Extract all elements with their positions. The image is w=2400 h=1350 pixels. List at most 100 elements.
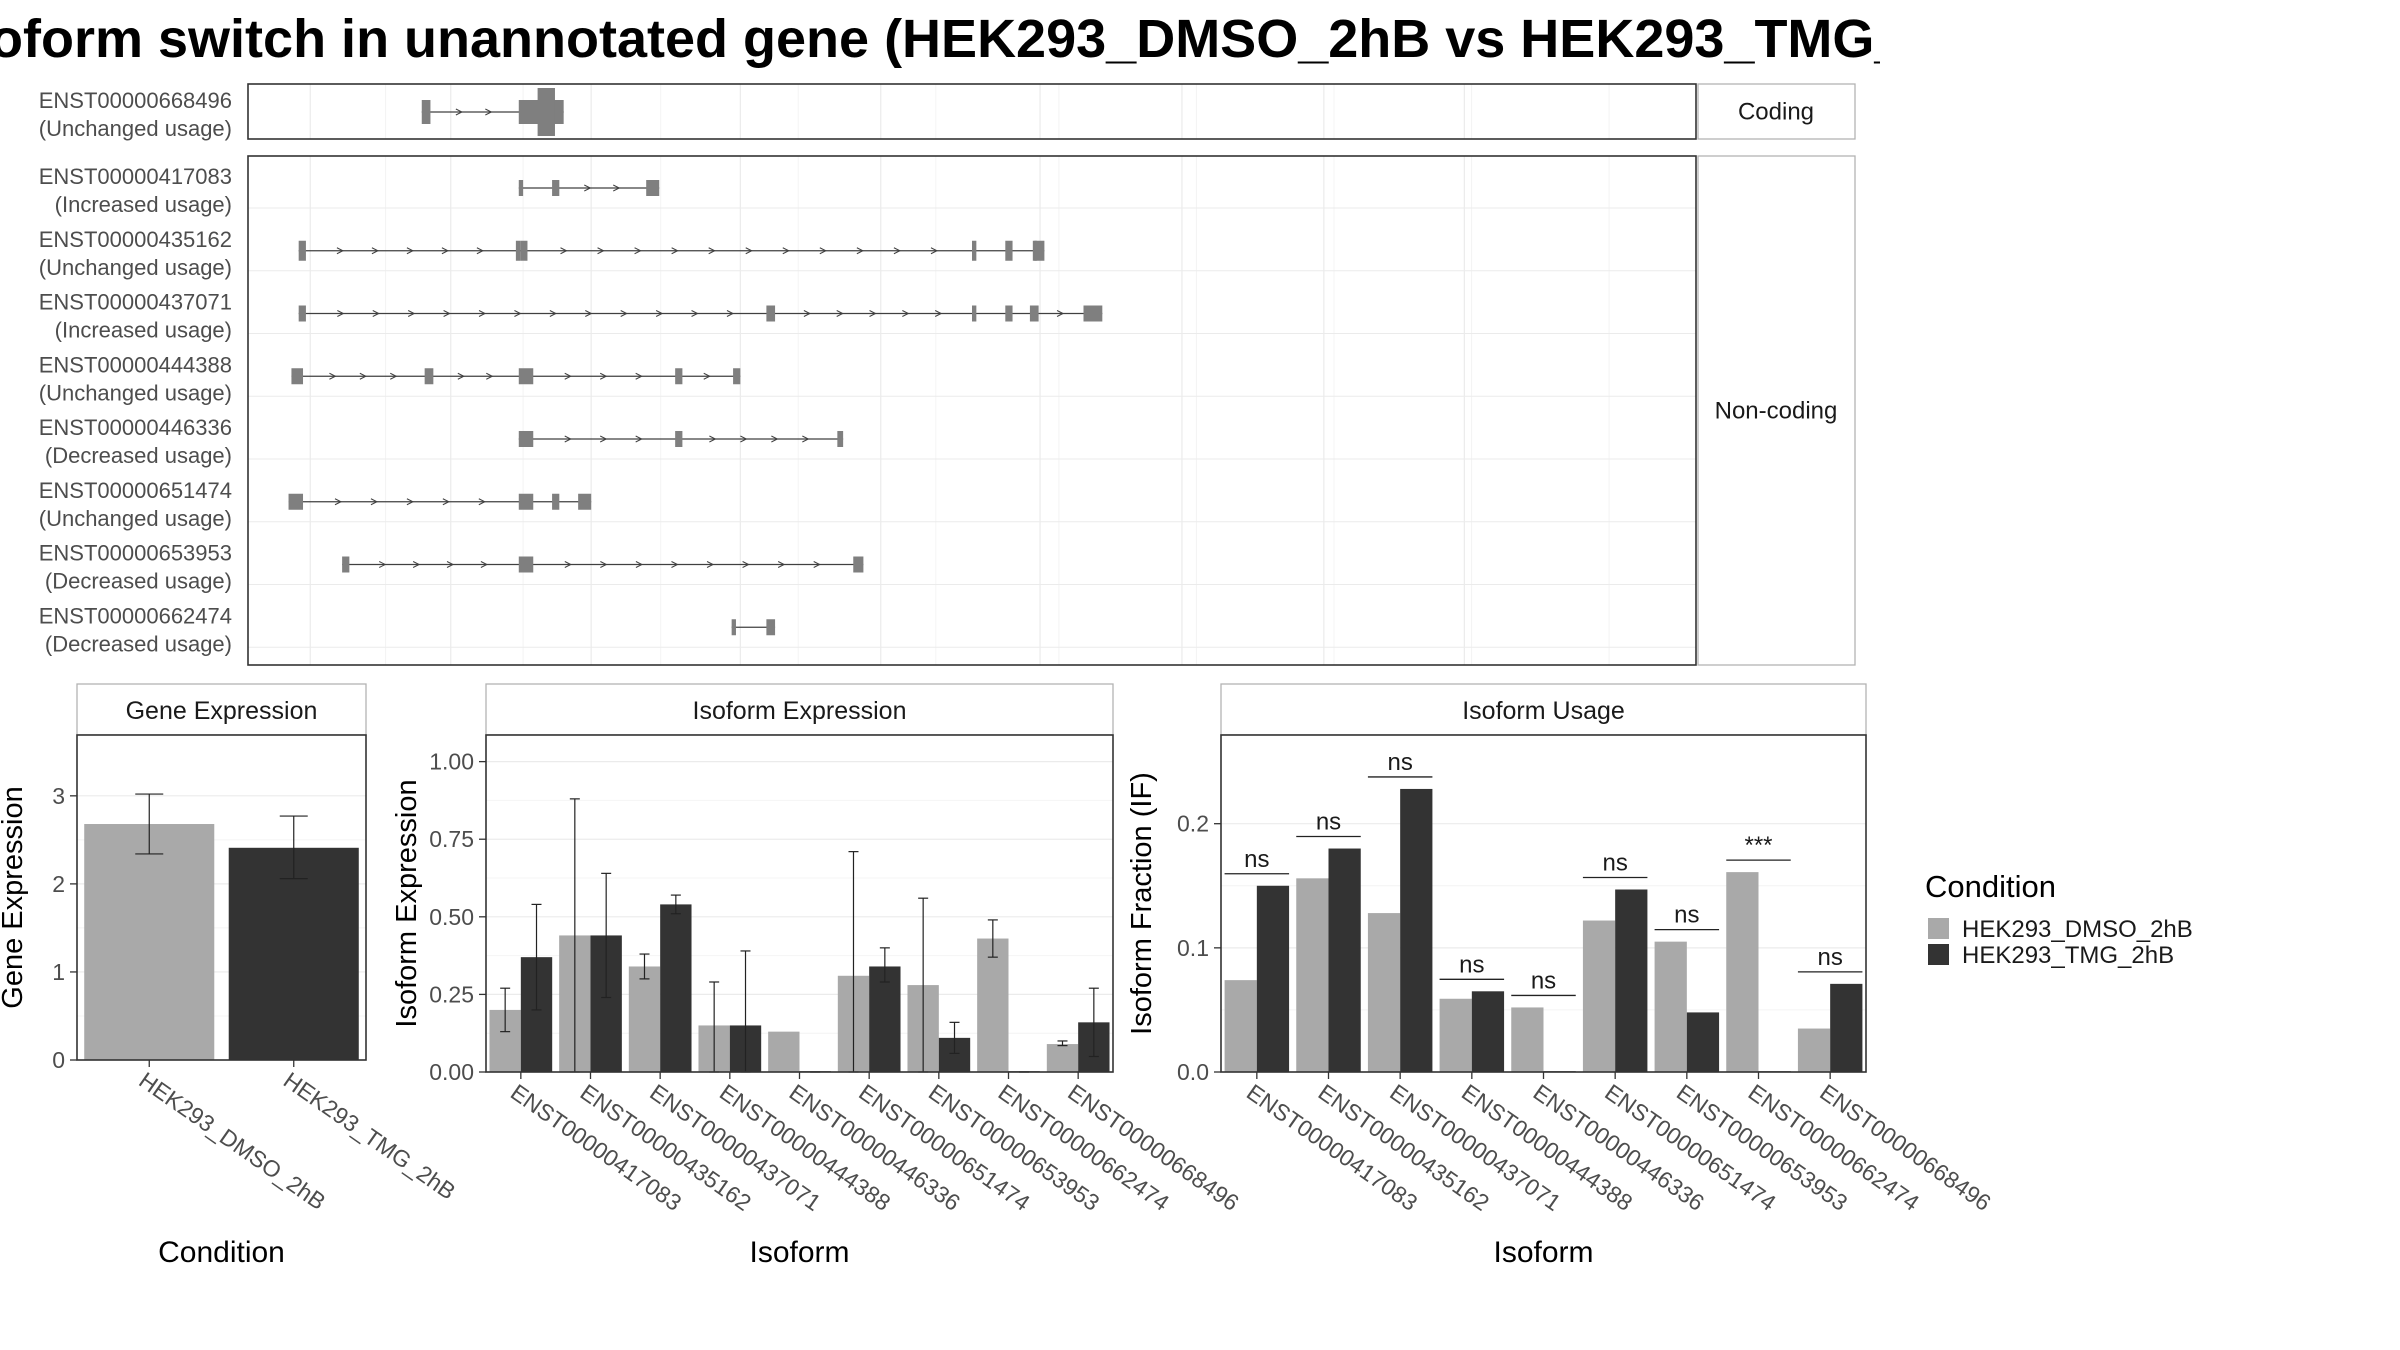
- panel-strip: [1220, 683, 1867, 736]
- intron-arrow: [446, 561, 455, 568]
- intron-arrow: [457, 372, 465, 380]
- bar-dmso: [628, 966, 661, 1072]
- intron-arrow: [336, 247, 345, 255]
- chart-title: Isoform switch in unannotated gene (HEK2…: [0, 9, 1880, 69]
- panel-border: [76, 734, 367, 1061]
- transcript-model: [518, 180, 660, 196]
- intron-arrow: [334, 498, 343, 506]
- panel-border: [485, 734, 1114, 1073]
- intron-arrow: [740, 435, 748, 443]
- significance-label: ns: [1387, 749, 1412, 776]
- exon-block: [518, 180, 524, 196]
- exon-block: [518, 493, 534, 510]
- intron-arrow: [407, 310, 416, 317]
- y-tick-label: 0: [52, 1047, 65, 1073]
- bar-dmso: [977, 938, 1009, 1072]
- facet-strip-label: Non-coding: [1715, 398, 1838, 425]
- exon-block: [837, 431, 844, 447]
- exon-block: [972, 305, 977, 322]
- intron-arrow: [869, 310, 877, 317]
- bar-tmg: [1615, 889, 1648, 1072]
- significance-label: ns: [1602, 849, 1627, 876]
- significance-label: ***: [1744, 832, 1772, 859]
- facet-strip-label: Coding: [1738, 99, 1814, 126]
- error-bar: [531, 903, 542, 1011]
- significance-label: ns: [1316, 809, 1341, 836]
- transcript-usage-label: (Decreased usage): [45, 569, 232, 594]
- intron-arrow: [613, 184, 621, 192]
- intron-arrow: [371, 247, 380, 255]
- intron-arrow: [337, 310, 345, 317]
- chart-title-clip: Isoform switch in unannotated gene (HEK2…: [0, 8, 1880, 88]
- transcript-model: [731, 619, 776, 636]
- bar-tmg: [660, 904, 692, 1072]
- exon-block: [515, 240, 521, 261]
- transcript-id-label: ENST00000653953: [39, 541, 232, 566]
- exon-block: [518, 556, 534, 573]
- intron-arrow: [691, 310, 699, 317]
- intron-arrow: [635, 561, 644, 568]
- y-tick-label: 2: [52, 871, 65, 897]
- error-bar: [279, 815, 308, 880]
- transcript-model: [421, 88, 564, 136]
- intron-arrow: [485, 108, 493, 116]
- bar-tmg: [1400, 788, 1433, 1072]
- legend-title: Condition: [1925, 869, 2056, 904]
- exon-block: [424, 368, 434, 385]
- bar-dmso: [1296, 878, 1329, 1072]
- y-axis-label: Gene Expression: [0, 786, 29, 1008]
- exon-block: [288, 493, 304, 510]
- intron-arrow: [634, 247, 642, 255]
- intron-arrow: [455, 108, 464, 116]
- y-tick-label: 0.1: [1177, 935, 1209, 961]
- intron-arrow: [600, 561, 608, 568]
- panel-title: Isoform Usage: [1462, 697, 1625, 725]
- intron-arrow: [370, 498, 379, 506]
- bar-dmso: [1439, 998, 1472, 1072]
- error-bar: [1057, 1040, 1068, 1047]
- intron-arrow: [560, 247, 568, 255]
- intron-arrow: [564, 372, 572, 380]
- transcript-id-label: ENST00000444388: [39, 352, 232, 377]
- y-tick-label: 0.25: [429, 981, 474, 1007]
- transcript-id-label: ENST00000435162: [39, 227, 232, 252]
- legend-swatch: [1928, 944, 1949, 965]
- transcript-usage-label: (Increased usage): [55, 318, 232, 343]
- bar-tmg: [1830, 983, 1863, 1072]
- cds-block: [537, 88, 555, 136]
- transcript-usage-label: (Unchanged usage): [39, 506, 232, 531]
- intron-arrow: [655, 310, 664, 317]
- transcript-id-label: ENST00000668496: [39, 88, 232, 113]
- transcript-model: [518, 431, 844, 447]
- y-axis-label: Isoform Expression: [391, 779, 423, 1027]
- panel-title: Isoform Expression: [693, 697, 907, 725]
- transcript-usage-label: (Decreased usage): [45, 631, 232, 656]
- error-bar: [879, 947, 890, 983]
- intron-arrow: [442, 498, 450, 506]
- transcript-id-label: ENST00000446336: [39, 415, 232, 440]
- exon-block: [731, 619, 736, 636]
- intron-arrow: [671, 247, 679, 255]
- intron-arrow: [564, 561, 572, 568]
- panel-border: [1220, 734, 1867, 1073]
- intron-arrow: [802, 435, 810, 443]
- legend-label: HEK293_TMG_2hB: [1962, 942, 2174, 969]
- error-bar: [987, 919, 998, 958]
- y-axis-label: Isoform Fraction (IF): [1126, 772, 1158, 1035]
- intron-arrow: [441, 247, 450, 255]
- exon-block: [853, 556, 864, 573]
- intron-arrow: [406, 247, 415, 255]
- intron-arrow: [599, 435, 608, 443]
- intron-arrow: [514, 310, 522, 317]
- structure-panel-border: [247, 83, 1697, 140]
- bar-tmg: [1471, 991, 1505, 1072]
- intron-arrow: [930, 247, 939, 255]
- intron-arrow: [635, 435, 643, 443]
- x-axis-label: Isoform: [749, 1236, 849, 1269]
- intron-arrow: [549, 310, 557, 317]
- bar-dmso: [1224, 980, 1257, 1072]
- exon-block: [766, 305, 776, 322]
- transcript-usage-label: (Unchanged usage): [39, 116, 232, 141]
- intron-arrow: [406, 498, 415, 506]
